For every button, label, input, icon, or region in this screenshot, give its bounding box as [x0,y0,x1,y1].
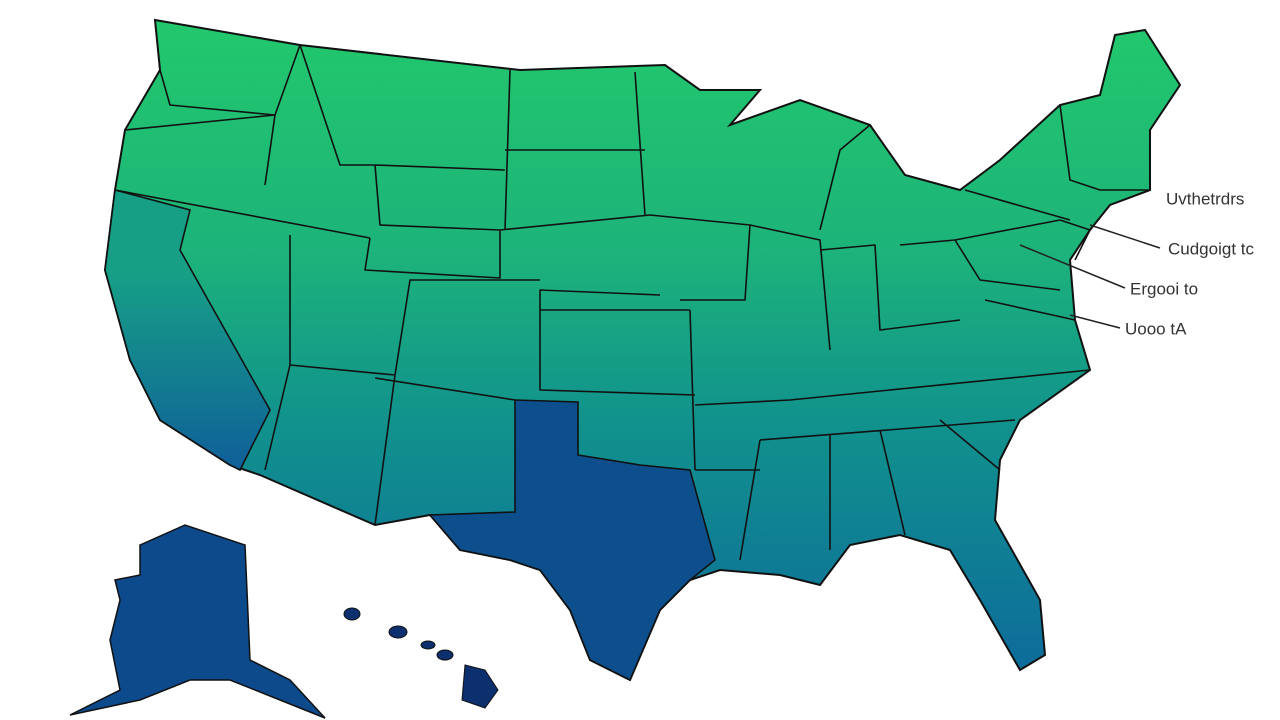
map-label: Uvthetrdrs [1166,189,1244,208]
leader-line [1089,224,1161,249]
annotations: Uvthetrdrs Cudgoigt tc Ergooi to Uooo tA [1019,189,1254,338]
map-label: Ergooi to [1130,279,1198,298]
hawaii [343,607,499,709]
california [104,188,271,472]
leader-line [1069,314,1121,329]
contiguous-us [103,18,1182,682]
alaska [69,524,326,719]
map-label: Uooo tA [1125,319,1187,338]
states-fill [103,18,1182,682]
leader-line [1019,244,1126,289]
map-label: Cudgoigt tc [1168,239,1254,258]
texas [428,399,716,682]
